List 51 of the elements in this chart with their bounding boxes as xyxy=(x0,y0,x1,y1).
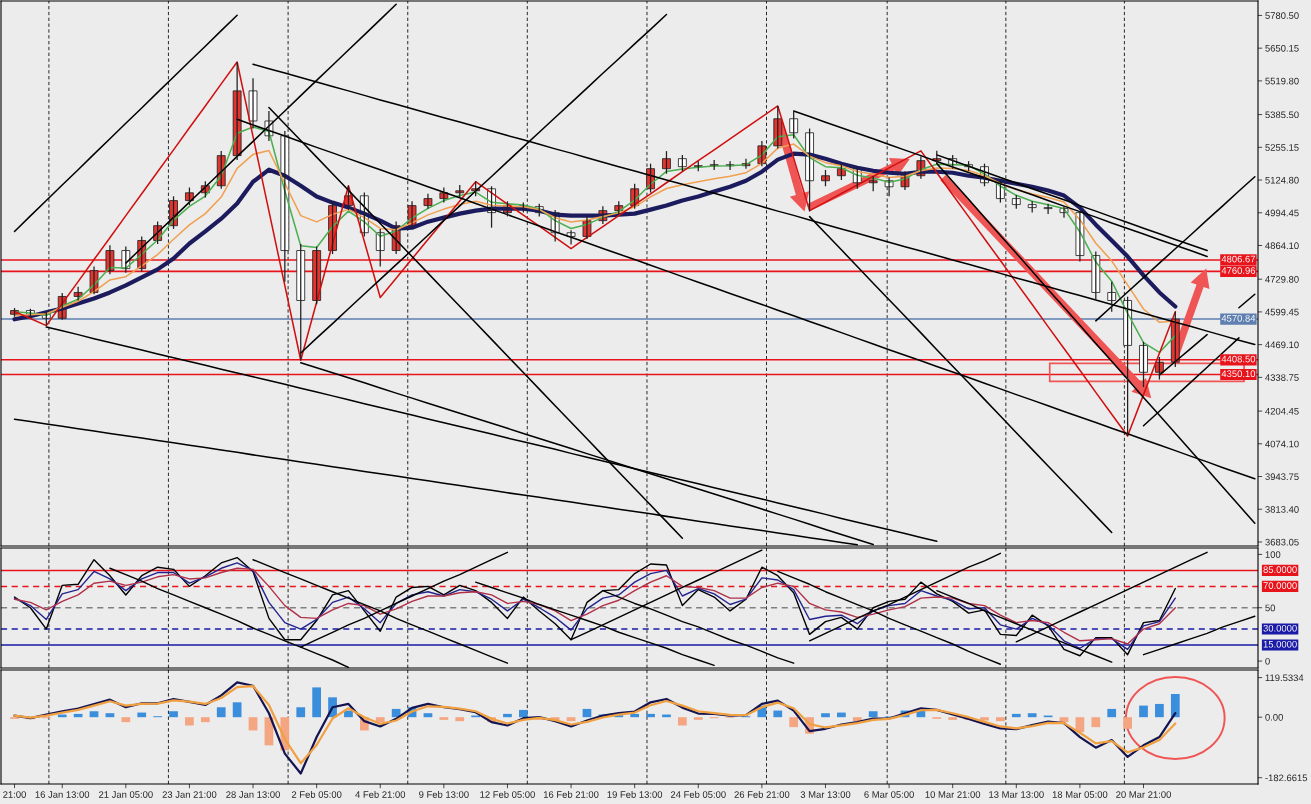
ref-line-label: 4350.10 xyxy=(1221,370,1256,378)
x-tick-label: 19 Feb 13:00 xyxy=(607,790,663,798)
ref-line-label: 4408.50 xyxy=(1221,355,1256,363)
y-tick-label: 5519.80 xyxy=(1265,77,1299,85)
y-tick-label: 3683.05 xyxy=(1265,538,1299,546)
x-tick-label: 12 Feb 05:00 xyxy=(480,790,535,798)
y-tick-label: 4338.75 xyxy=(1265,374,1299,381)
x-tick-label: 28 Jan 13:00 xyxy=(226,791,280,798)
x-tick-label: 21:00 xyxy=(3,791,26,798)
ref-line-label: 4760.96 xyxy=(1221,267,1256,274)
y-tick-label: 5650.15 xyxy=(1265,44,1299,52)
ref-line-label: 85.0000 xyxy=(1263,566,1297,573)
x-tick-label: 3 Mar 13:00 xyxy=(800,791,851,798)
y-tick-label: 5124.80 xyxy=(1265,176,1299,184)
x-tick-label: 20 Mar 21:00 xyxy=(1116,791,1171,798)
x-tick-label: 26 Feb 21:00 xyxy=(734,790,790,798)
y-tick-label: 5780.50 xyxy=(1265,12,1299,19)
x-tick-label: 10 Mar 21:00 xyxy=(925,791,981,798)
y-tick-label: 100 xyxy=(1265,551,1281,558)
y-tick-label: 4599.45 xyxy=(1265,308,1299,316)
y-tick-label: 50 xyxy=(1265,604,1276,612)
ref-line-label: 15.0000 xyxy=(1263,640,1297,648)
y-tick-label: -182.6615 xyxy=(1265,774,1308,782)
ref-line-label: 4806.67 xyxy=(1221,255,1256,263)
y-tick-label: 0 xyxy=(1265,657,1270,665)
x-tick-label: 24 Feb 05:00 xyxy=(670,790,726,798)
ref-line-label: 30.0000 xyxy=(1263,624,1297,632)
x-tick-label: 4 Feb 21:00 xyxy=(355,790,406,798)
x-tick-label: 13 Mar 13:00 xyxy=(989,791,1044,798)
x-tick-label: 16 Feb 21:00 xyxy=(543,790,599,798)
x-tick-label: 21 Jan 05:00 xyxy=(99,791,153,798)
y-tick-label: 4864.10 xyxy=(1265,242,1299,249)
ref-line-label: 70.0000 xyxy=(1263,582,1297,589)
y-tick-label: 5255.15 xyxy=(1265,144,1299,151)
y-tick-label: 3943.75 xyxy=(1265,473,1299,481)
y-tick-label: 4074.10 xyxy=(1265,440,1299,448)
y-tick-label: 4994.45 xyxy=(1265,209,1299,217)
x-tick-label: 23 Jan 21:00 xyxy=(162,791,217,798)
x-tick-label: 6 Mar 05:00 xyxy=(864,791,914,798)
y-tick-label: 0.00 xyxy=(1265,714,1283,721)
ref-line-label: 4570.84 xyxy=(1221,314,1256,322)
y-tick-label: 5385.50 xyxy=(1265,111,1299,119)
y-tick-label: 4729.80 xyxy=(1265,276,1299,283)
x-tick-label: 16 Jan 13:00 xyxy=(35,791,90,798)
y-tick-label: 4469.10 xyxy=(1265,341,1299,349)
y-tick-label: 119.5334 xyxy=(1265,674,1304,682)
x-tick-label: 18 Mar 05:00 xyxy=(1052,791,1108,798)
x-tick-label: 9 Feb 13:00 xyxy=(419,790,469,798)
y-tick-label: 3813.40 xyxy=(1265,506,1299,513)
y-tick-label: 4204.45 xyxy=(1265,407,1299,415)
x-tick-label: 2 Feb 05:00 xyxy=(291,790,342,798)
